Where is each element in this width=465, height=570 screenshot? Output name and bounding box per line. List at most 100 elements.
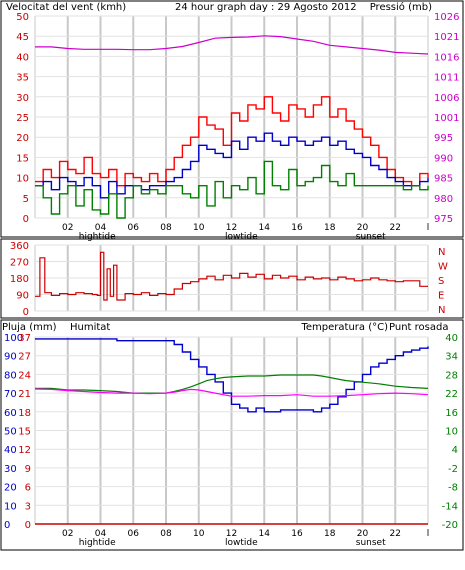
wind-tick-7: 35 [16, 73, 29, 84]
humidity-tick-1: 10 [4, 501, 17, 512]
wind-tick-5: 25 [16, 113, 29, 124]
labels-layer: 0510152025303540455097598098599099510011… [4, 12, 459, 548]
series-direction [35, 251, 428, 301]
temp-tick-8: 28 [445, 370, 458, 381]
xevent-p1-sunset: sunset [356, 232, 386, 242]
humidity-tick-10: 100 [4, 333, 23, 344]
xtick-p1-3: 08 [160, 223, 172, 233]
compass-0: N [438, 247, 445, 258]
dir-tick-0: 0 [23, 307, 29, 318]
pressure-tick-10: 1026 [434, 12, 459, 23]
wind-tick-9: 45 [16, 32, 29, 43]
wind-tick-3: 15 [16, 153, 29, 164]
xtick-p3-10: 22 [390, 529, 401, 539]
dir-tick-3: 270 [10, 258, 29, 269]
temp-tick-6: 16 [445, 408, 458, 419]
dir-tick-2: 180 [10, 274, 29, 285]
humidity-label: Humitat [70, 322, 110, 333]
xtick-p3-9: 20 [357, 529, 369, 539]
xtick-p3-7: 16 [291, 529, 303, 539]
xtick-p3-1: 04 [95, 529, 107, 539]
temp-tick-9: 34 [445, 352, 458, 363]
grid-layer [34, 15, 429, 525]
rain-tick-6: 18 [18, 408, 31, 419]
xend-p3: l [427, 529, 430, 539]
compass-3: E [438, 291, 444, 302]
wind-tick-4: 20 [16, 133, 29, 144]
pressure-tick-2: 985 [434, 174, 453, 185]
series-wind-low [35, 160, 429, 219]
humidity-tick-4: 40 [4, 445, 17, 456]
humidity-tick-3: 30 [4, 464, 17, 475]
pressure-tick-6: 1006 [434, 93, 459, 104]
rain-tick-4: 12 [18, 445, 31, 456]
temperature-label: Temperatura (°C) [300, 322, 388, 333]
xtick-p3-8: 18 [324, 529, 336, 539]
pressure-tick-8: 1016 [434, 52, 459, 63]
wind-tick-1: 5 [23, 194, 29, 205]
rain-tick-3: 9 [25, 464, 31, 475]
series-humidity [35, 338, 429, 413]
xtick-p1-10: 22 [390, 223, 401, 233]
rain-tick-9: 27 [18, 352, 31, 363]
rain-tick-8: 24 [18, 370, 31, 381]
pressure-tick-9: 1021 [434, 32, 459, 43]
panel-direction [0, 238, 464, 319]
xevent-p3-lowtide: lowtide [225, 538, 258, 548]
temp-tick-5: 10 [445, 427, 458, 438]
xevent-p1-hightide: hightide [79, 232, 116, 242]
series-wind-average [35, 132, 429, 199]
pressure-tick-4: 995 [434, 133, 453, 144]
rain-tick-1: 3 [25, 501, 31, 512]
humidity-tick-2: 20 [4, 483, 17, 494]
xtick-p1-6: 14 [259, 223, 271, 233]
xtick-p1-9: 20 [357, 223, 369, 233]
wind-tick-6: 30 [16, 93, 29, 104]
xtick-p3-4: 10 [193, 529, 205, 539]
rain-tick-10: 37 [18, 333, 31, 344]
wind-speed-label: Velocitat del vent (kmh) [6, 2, 126, 13]
wind-tick-8: 40 [16, 52, 29, 63]
pressure-tick-5: 1001 [434, 113, 459, 124]
humidity-tick-7: 70 [4, 389, 17, 400]
dewpoint-label: Punt rosada [389, 322, 448, 333]
temp-tick-1: -14 [442, 501, 458, 512]
page-title: 24 hour graph day : 29 Agosto 2012 [175, 2, 357, 13]
xtick-p1-8: 18 [324, 223, 336, 233]
xevent-p3-sunset: sunset [356, 538, 386, 548]
xtick-p1-4: 10 [193, 223, 205, 233]
rain-tick-0: 0 [25, 520, 31, 531]
temp-tick-3: -2 [448, 464, 458, 475]
temp-tick-10: 40 [445, 333, 458, 344]
series-dewpoint [34, 388, 429, 397]
series-temperature [35, 374, 429, 394]
xtick-p3-0: 02 [62, 529, 73, 539]
series-pressure [35, 35, 429, 55]
xtick-p1-1: 04 [95, 223, 107, 233]
pressure-tick-0: 975 [434, 214, 453, 225]
panel-rain-humidity-temp [0, 319, 464, 551]
xtick-p3-5: 12 [226, 529, 237, 539]
xtick-p1-0: 02 [62, 223, 73, 233]
humidity-tick-8: 80 [4, 370, 17, 381]
compass-2: S [438, 276, 444, 287]
wind-tick-2: 10 [16, 174, 29, 185]
rain-tick-7: 21 [18, 389, 31, 400]
wind-tick-10: 50 [16, 12, 29, 23]
dir-tick-1: 90 [16, 291, 29, 302]
temp-tick-2: -8 [448, 483, 458, 494]
xtick-p1-2: 06 [128, 223, 140, 233]
pressure-tick-7: 1011 [434, 73, 459, 84]
xend-p1: l [427, 223, 430, 233]
dir-tick-4: 360 [10, 241, 29, 252]
humidity-tick-0: 0 [4, 520, 10, 531]
panel-wind-pressure [0, 0, 464, 238]
xevent-p3-hightide: hightide [79, 538, 116, 548]
humidity-tick-5: 50 [4, 427, 17, 438]
temp-tick-0: -20 [442, 520, 458, 531]
xtick-p3-3: 08 [160, 529, 172, 539]
pressure-tick-3: 990 [434, 153, 453, 164]
compass-4: N [438, 305, 445, 316]
pressure-label: Pressió (mb) [370, 1, 432, 13]
temp-tick-7: 22 [445, 389, 458, 400]
